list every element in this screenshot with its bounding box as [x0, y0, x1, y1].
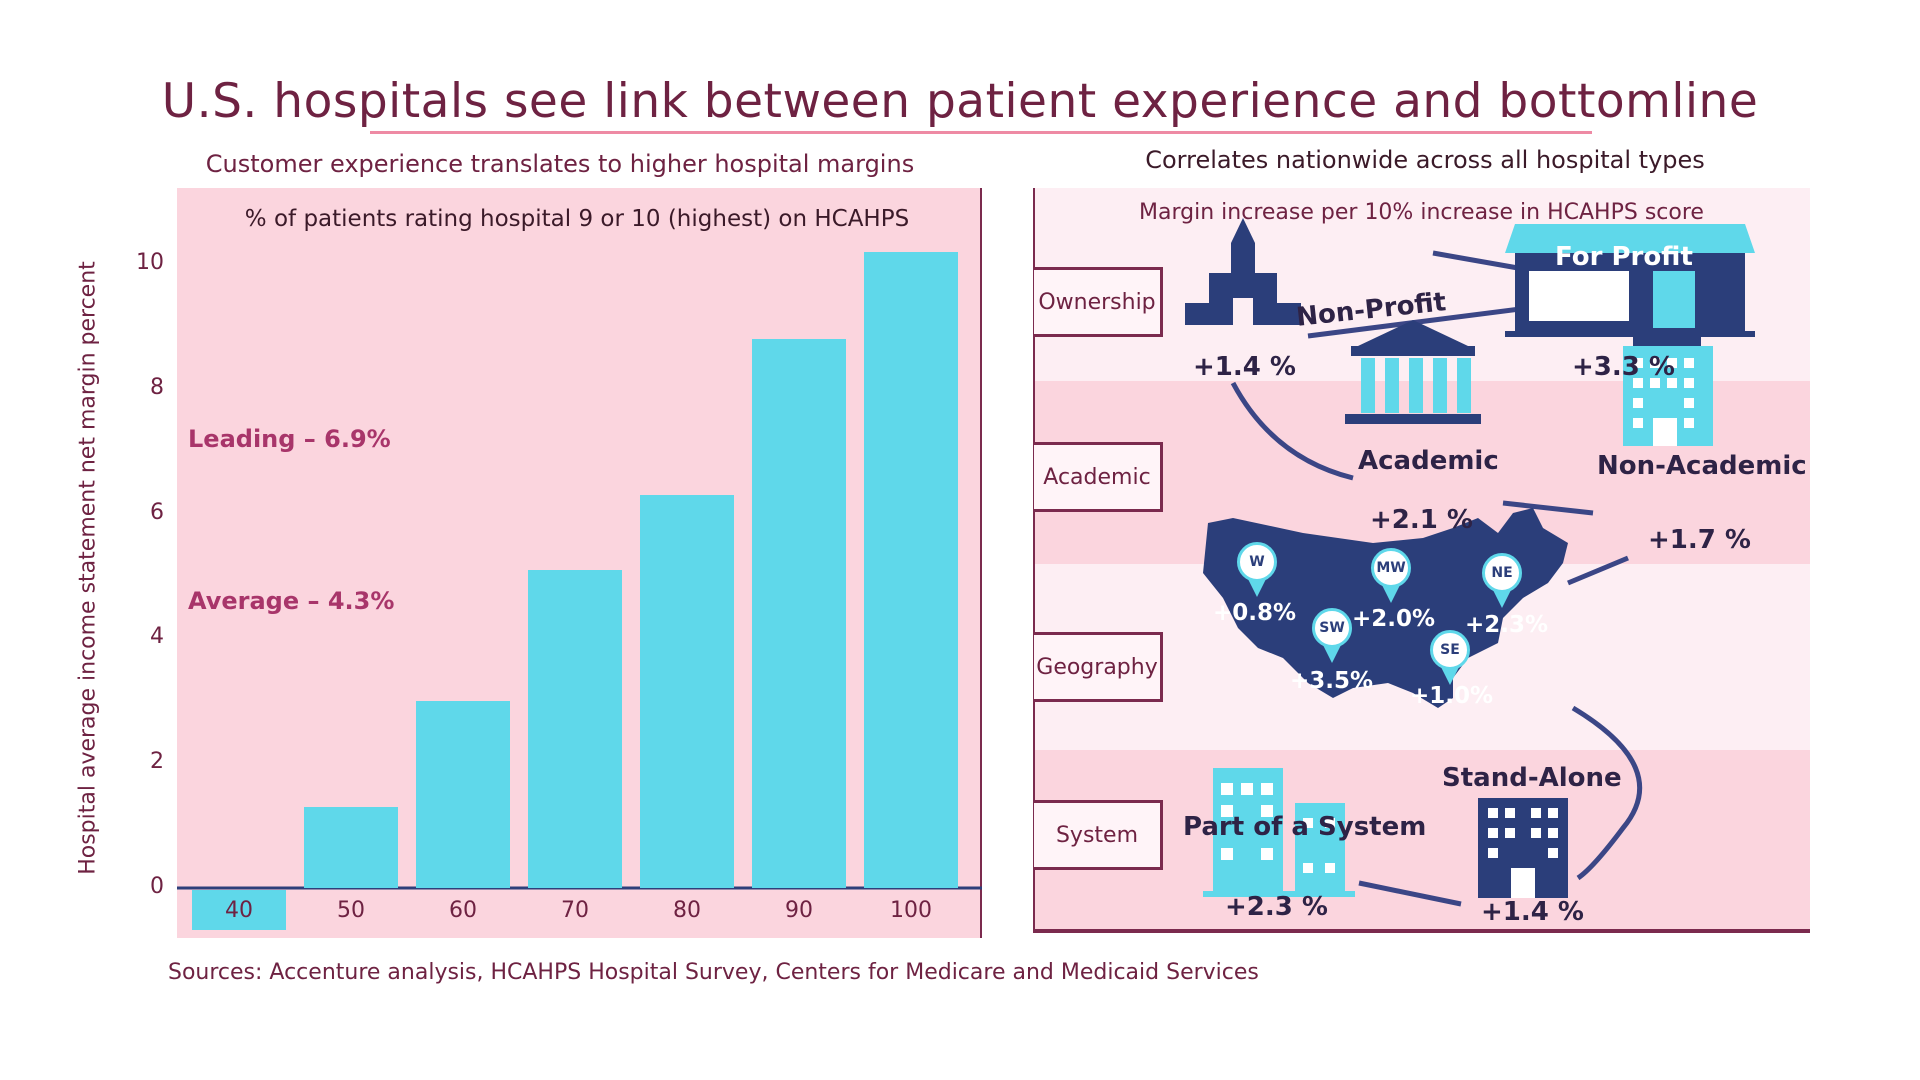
y-tick-label: 10	[136, 250, 164, 275]
geo-ne-value: +2.3%	[1465, 612, 1549, 638]
for-profit-label: For Profit	[1555, 242, 1693, 272]
y-axis-label: Hospital average income statement net ma…	[75, 261, 101, 875]
non-academic-value: +1.7 %	[1648, 525, 1751, 555]
pin-se: SE	[1430, 630, 1470, 685]
part-of-system-icon	[1203, 768, 1355, 897]
part-of-system-value: +2.3 %	[1225, 892, 1328, 922]
us-map-shape	[1203, 508, 1568, 708]
title-underline	[370, 131, 1592, 134]
non-profit-value: +1.4 %	[1193, 352, 1296, 382]
pin-mw: MW	[1371, 548, 1411, 603]
pin-sw: SW	[1312, 608, 1352, 663]
row-label-academic: Academic	[1034, 442, 1163, 512]
bar-chart-panel	[177, 188, 982, 938]
geo-sw-value: +3.5%	[1290, 668, 1374, 694]
source-note: Sources: Accenture analysis, HCAHPS Hosp…	[168, 960, 1259, 985]
geo-w-value: +0.8%	[1213, 600, 1297, 626]
y-tick-label: 0	[150, 874, 164, 899]
y-tick-label: 8	[150, 374, 164, 400]
stand-alone-label: Stand-Alone	[1442, 763, 1622, 793]
right-panel-subtitle: Margin increase per 10% increase in HCAH…	[1139, 200, 1704, 225]
non-academic-icon	[1623, 328, 1713, 446]
for-profit-icon	[1505, 224, 1755, 337]
y-tick-label: 4	[150, 624, 164, 650]
pin-w: W	[1237, 542, 1277, 597]
academic-value: +2.1 %	[1370, 505, 1473, 535]
page-title: U.S. hospitals see link between patient …	[161, 74, 1759, 129]
y-tick-label: 2	[150, 749, 164, 775]
for-profit-value: +3.3 %	[1572, 352, 1675, 382]
academic-icon	[1345, 320, 1481, 424]
part-of-system-label: Part of a System	[1183, 812, 1427, 842]
academic-label: Academic	[1358, 446, 1499, 476]
row-label-ownership: Ownership	[1034, 267, 1163, 337]
stand-alone-icon	[1478, 798, 1568, 898]
stand-alone-value: +1.4 %	[1481, 897, 1584, 927]
right-panel-title: Correlates nationwide across all hospita…	[1145, 146, 1705, 174]
bar-chart-title: Customer experience translates to higher…	[205, 150, 915, 178]
pin-ne: NE	[1482, 553, 1522, 608]
non-profit-icon	[1185, 218, 1301, 325]
non-academic-label: Non-Academic	[1597, 451, 1807, 481]
geo-mw-value: +2.0%	[1352, 606, 1436, 632]
row-label-geography: Geography	[1034, 632, 1163, 702]
bar-chart-subtitle: % of patients rating hospital 9 or 10 (h…	[244, 206, 910, 232]
geo-se-value: +1.0%	[1410, 683, 1494, 709]
y-tick-label: 6	[150, 499, 164, 525]
row-label-system: System	[1034, 800, 1163, 870]
